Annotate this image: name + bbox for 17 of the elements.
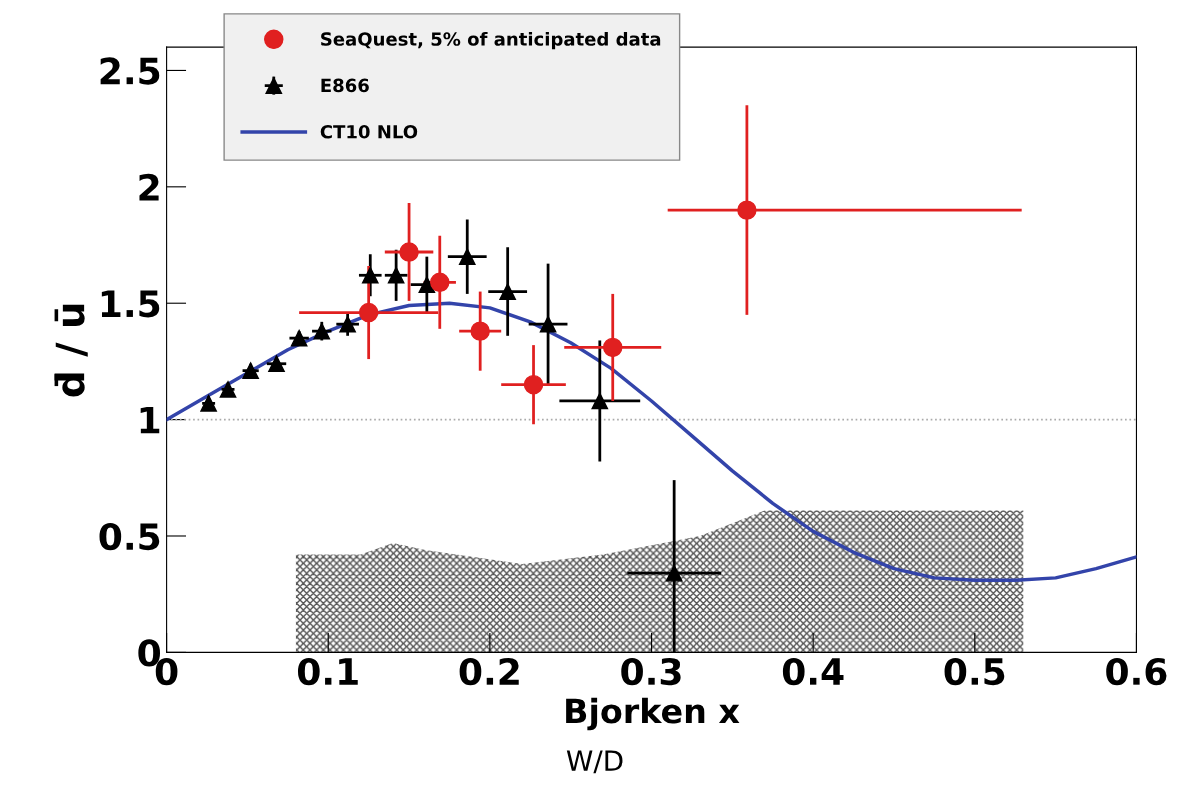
y-tick-label: 1.5 [101,290,160,318]
legend-label: E866 [321,78,369,93]
text: W/D [566,750,623,774]
x-tick-label: 0.2 [459,657,519,686]
legend-label: CT10 NLO [320,124,418,139]
y-tick-label: 1 [140,407,160,434]
y-axis-title: d̄ / ū [54,304,88,397]
x-tick-label: 0.1 [297,657,358,686]
y-tick-label: 2 [139,173,159,201]
x-tick-label: 0.4 [782,657,844,686]
x-tick-label: 0.6 [1106,657,1167,686]
y-tick-label: 2.5 [100,57,160,85]
x-axis-title: Bjorken x [566,697,740,731]
x-tick-label: 0.3 [621,657,681,686]
x-tick-label: 0.5 [944,657,1005,686]
legend-label: SeaQuest, 5% of anticipated data [321,31,661,50]
y-tick-label: 0.5 [99,522,160,551]
